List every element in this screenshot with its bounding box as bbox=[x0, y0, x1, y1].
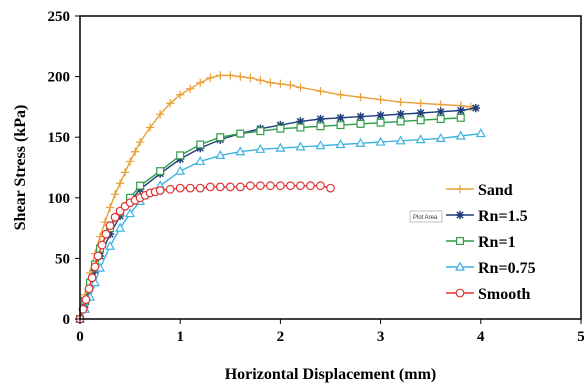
data-point-rn-1 bbox=[357, 120, 364, 127]
data-point-rn-1 bbox=[137, 182, 144, 189]
x-tick-label: 0 bbox=[76, 329, 84, 345]
legend-marker bbox=[456, 211, 464, 219]
y-tick-label: 250 bbox=[48, 9, 71, 25]
data-point-smooth bbox=[297, 182, 305, 190]
x-axis-label: Horizontal Displacement (mm) bbox=[225, 366, 437, 383]
data-point-smooth bbox=[196, 184, 204, 192]
y-tick-label: 0 bbox=[63, 312, 71, 328]
legend-marker bbox=[457, 238, 464, 245]
data-point-rn-1 bbox=[417, 117, 424, 124]
data-point-smooth bbox=[88, 274, 96, 282]
legend-label: Rn=1.5 bbox=[478, 208, 528, 225]
data-point-smooth bbox=[287, 182, 295, 190]
data-point-rn-1-5 bbox=[396, 110, 404, 118]
data-point-rn-1 bbox=[237, 130, 244, 137]
data-point-rn-1-5 bbox=[356, 112, 364, 120]
data-point-rn-1 bbox=[317, 123, 324, 130]
legend-label: Smooth bbox=[478, 286, 531, 303]
data-point-smooth bbox=[102, 230, 110, 238]
data-point-smooth bbox=[106, 222, 114, 230]
data-point-rn-1 bbox=[457, 114, 464, 121]
x-tick-label: 3 bbox=[377, 329, 385, 345]
y-tick-label: 200 bbox=[48, 70, 71, 86]
data-point-rn-1 bbox=[197, 141, 204, 148]
data-point-rn-1 bbox=[277, 125, 284, 132]
data-point-smooth bbox=[277, 182, 285, 190]
legend-marker bbox=[456, 289, 464, 297]
data-point-rn-1-5 bbox=[472, 104, 480, 112]
data-point-smooth bbox=[176, 184, 184, 192]
data-point-smooth bbox=[307, 182, 315, 190]
data-point-smooth bbox=[206, 183, 214, 191]
data-point-rn-1 bbox=[217, 134, 224, 141]
data-point-rn-1-5 bbox=[316, 115, 324, 123]
data-point-rn-1 bbox=[257, 128, 264, 135]
data-point-rn-1-5 bbox=[336, 114, 344, 122]
x-tick-label: 5 bbox=[577, 329, 584, 345]
data-point-smooth bbox=[267, 182, 275, 190]
data-point-rn-1 bbox=[157, 168, 164, 175]
data-point-smooth bbox=[186, 184, 194, 192]
tooltip-text: Plot Area bbox=[413, 215, 438, 221]
y-axis-label: Shear Stress (kPa) bbox=[12, 105, 29, 231]
x-tick-label: 2 bbox=[277, 329, 285, 345]
data-point-smooth bbox=[85, 285, 93, 293]
data-point-smooth bbox=[237, 183, 245, 191]
data-point-rn-1 bbox=[377, 119, 384, 126]
data-point-rn-1 bbox=[437, 116, 444, 123]
x-tick-label: 4 bbox=[477, 329, 485, 345]
data-point-rn-1-5 bbox=[457, 106, 465, 114]
data-point-smooth bbox=[327, 184, 335, 192]
y-tick-label: 150 bbox=[48, 130, 71, 146]
data-point-smooth bbox=[227, 183, 235, 191]
data-point-smooth bbox=[216, 183, 224, 191]
data-point-smooth bbox=[91, 263, 99, 271]
x-tick-label: 1 bbox=[176, 329, 184, 345]
legend-label: Sand bbox=[478, 182, 513, 199]
data-point-smooth bbox=[94, 252, 102, 260]
data-point-smooth bbox=[247, 182, 255, 190]
data-point-smooth bbox=[257, 182, 265, 190]
y-tick-label: 100 bbox=[48, 191, 71, 207]
data-point-smooth bbox=[156, 187, 164, 195]
data-point-rn-1 bbox=[397, 118, 404, 125]
data-point-smooth bbox=[82, 296, 90, 304]
data-point-rn-1 bbox=[297, 124, 304, 131]
data-point-smooth bbox=[317, 182, 325, 190]
y-tick-label: 50 bbox=[55, 251, 70, 267]
legend-label: Rn=0.75 bbox=[478, 260, 536, 277]
data-point-rn-1-5 bbox=[437, 108, 445, 116]
data-point-rn-1-5 bbox=[416, 109, 424, 117]
data-point-rn-1 bbox=[177, 152, 184, 159]
data-point-smooth bbox=[166, 186, 174, 194]
data-point-rn-1-5 bbox=[376, 111, 384, 119]
data-point-smooth bbox=[98, 241, 106, 249]
legend-label: Rn=1 bbox=[478, 234, 516, 251]
plot-area-tooltip: Plot Area bbox=[410, 211, 442, 222]
data-point-rn-1 bbox=[337, 122, 344, 129]
